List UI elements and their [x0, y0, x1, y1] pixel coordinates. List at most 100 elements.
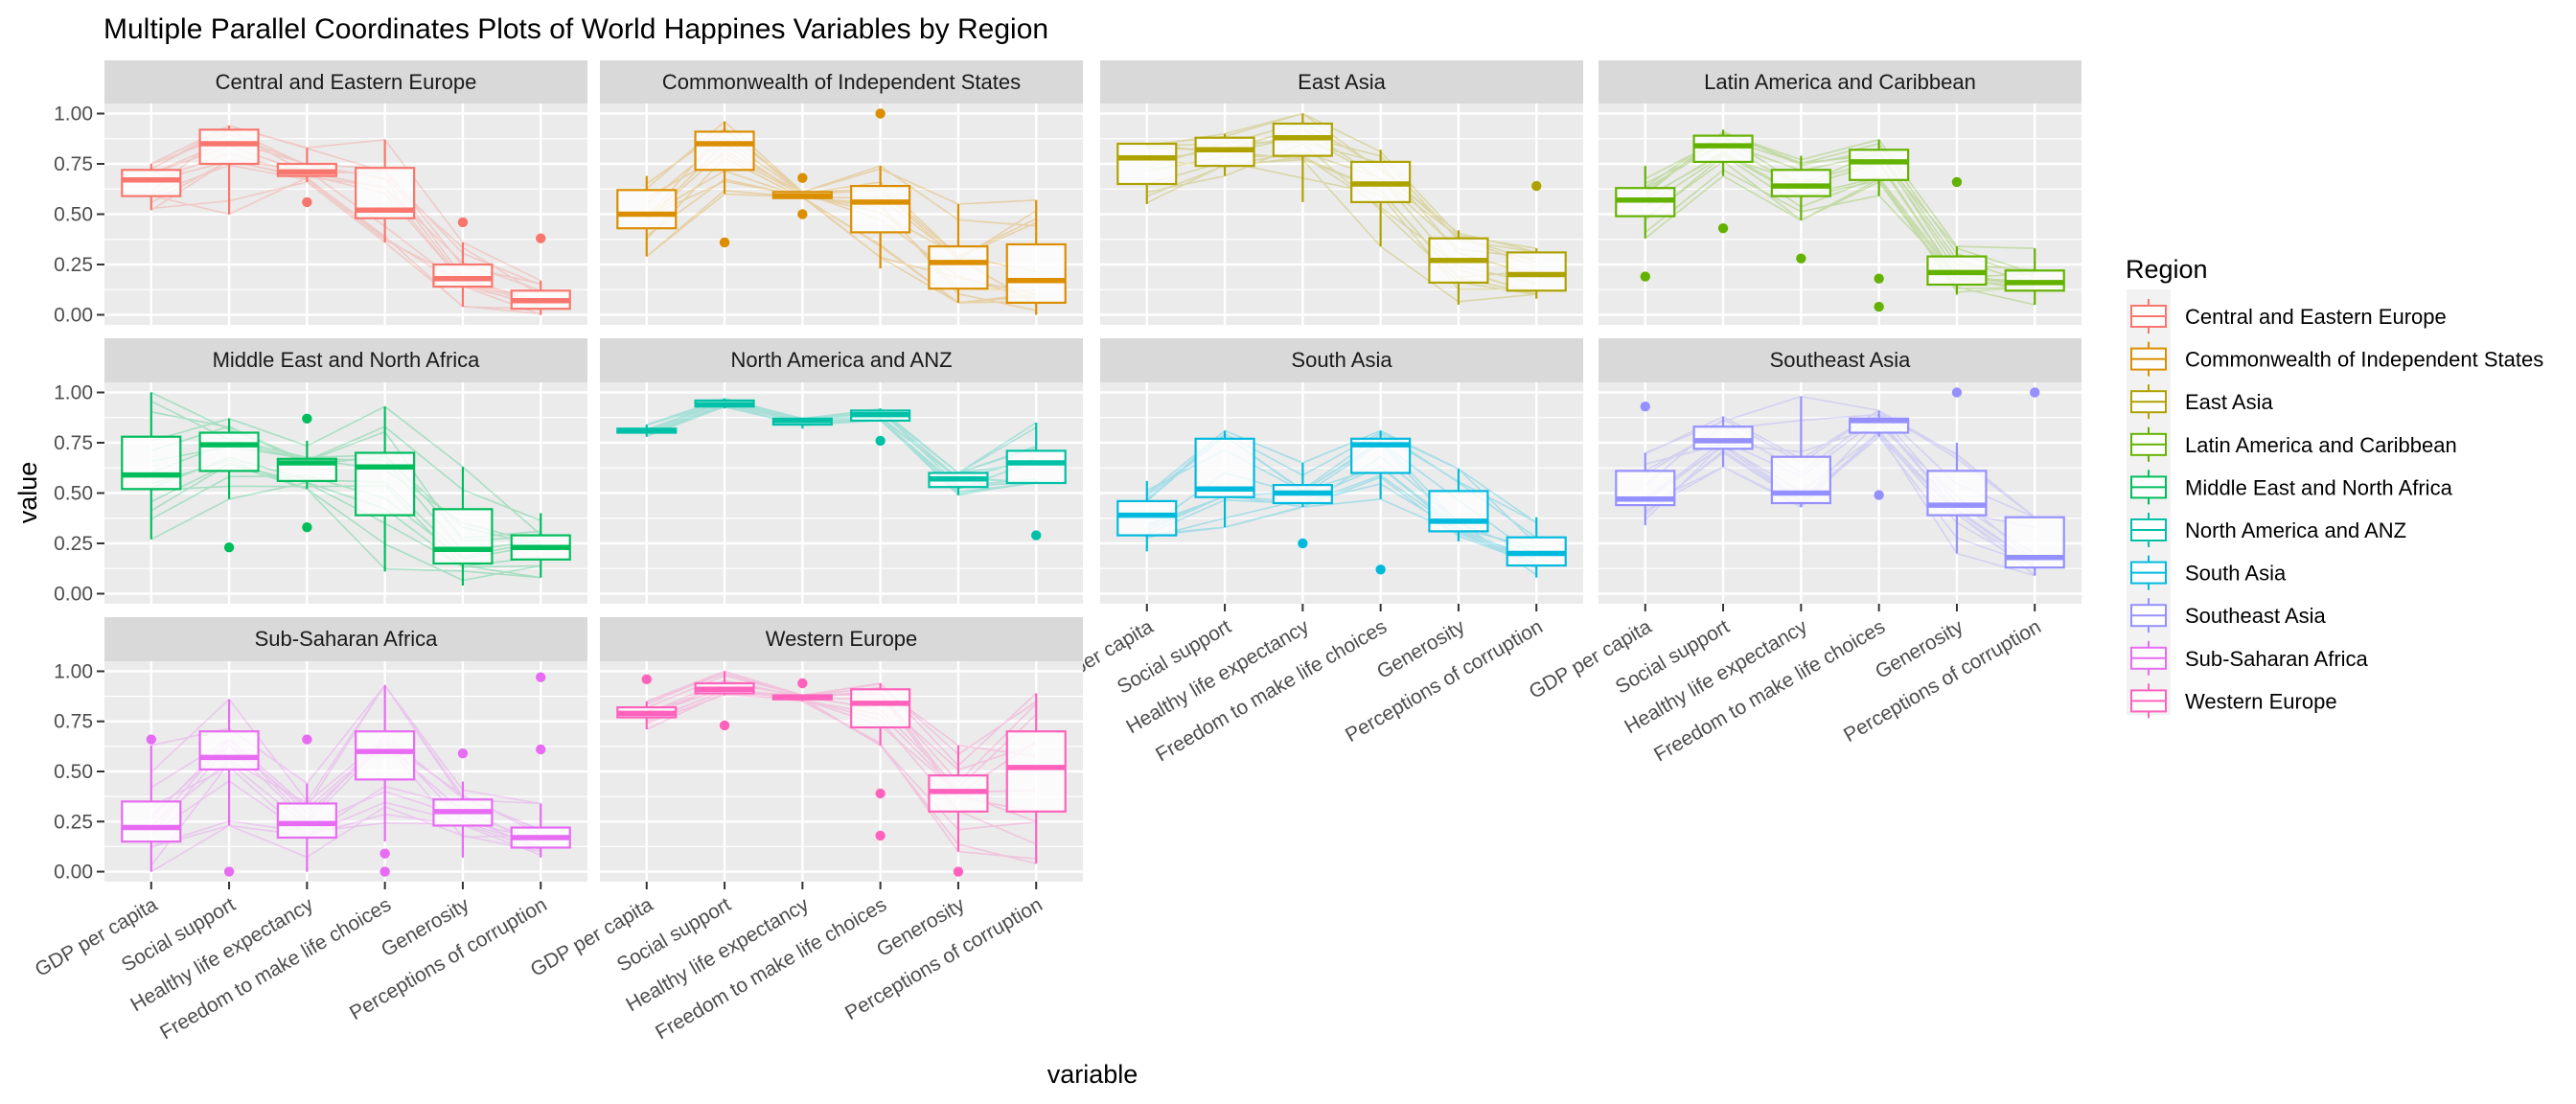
legend-label: Commonwealth of Independent States — [2185, 348, 2543, 372]
legend-item: Southeast Asia — [2130, 598, 2327, 633]
outlier-point — [1951, 387, 1963, 398]
parallel-coordinate-line — [1146, 474, 1537, 560]
outlier-point — [302, 196, 312, 208]
box-iqr — [1116, 142, 1178, 186]
parallel-coordinate-line — [1644, 160, 2036, 306]
legend-item: Western Europe — [2130, 683, 2337, 719]
outlier-point — [875, 830, 886, 841]
boxplot — [771, 678, 833, 702]
facet-strip-label: Sub-Saharan Africa — [255, 627, 439, 651]
box-iqr — [355, 451, 416, 517]
y-axis-tick-label: 0.00 — [54, 862, 93, 884]
box-iqr — [355, 730, 416, 781]
outlier-point — [536, 744, 546, 755]
facet-strip — [600, 60, 1083, 104]
boxplot — [198, 699, 260, 877]
boxplot — [355, 139, 416, 242]
boxplot — [1428, 230, 1489, 305]
box-iqr — [928, 245, 989, 290]
outlier-point — [1298, 538, 1308, 549]
y-axis-tick-label: 0.25 — [54, 254, 93, 276]
boxplot — [928, 204, 989, 303]
parallel-coordinate-line — [1146, 466, 1537, 564]
facet-strip — [1598, 60, 2082, 104]
box-iqr — [276, 802, 337, 840]
parallel-coordinate-line — [150, 484, 541, 579]
boxplot — [928, 745, 989, 877]
boxplot — [1770, 155, 1831, 264]
y-axis-tick-label: 0.75 — [54, 432, 93, 454]
boxplot — [1428, 469, 1489, 541]
facet-strip — [1100, 338, 1583, 382]
parallel-coordinate-line — [1644, 429, 2036, 568]
boxplot — [121, 392, 182, 540]
parallel-coordinate-line — [150, 181, 541, 315]
outlier-point — [641, 674, 652, 685]
boxplot — [1926, 176, 1988, 295]
boxplot — [1615, 166, 1676, 282]
legend-item: North America and ANZ — [2130, 513, 2406, 547]
legend-item: East Asia — [2130, 384, 2273, 420]
outlier-point — [1874, 490, 1884, 500]
boxplot — [432, 748, 494, 858]
outlier-point — [719, 720, 730, 731]
boxplot — [276, 413, 337, 533]
facet-strip-label: South Asia — [1291, 348, 1392, 372]
boxplot — [1005, 693, 1067, 864]
boxplot — [1116, 480, 1178, 552]
boxplot — [616, 425, 678, 437]
legend-item: Middle East and North Africa — [2130, 470, 2453, 505]
boxplot — [432, 217, 494, 308]
x-axis-title: variable — [1047, 1060, 1138, 1089]
parallel-coordinate-line — [646, 675, 1037, 756]
boxplot — [355, 406, 416, 572]
parallel-coordinate-line — [1146, 158, 1537, 303]
box-iqr — [432, 263, 494, 288]
parallel-coordinate-line — [1146, 497, 1537, 565]
outlier-point — [1031, 530, 1042, 540]
boxplot — [2004, 387, 2065, 576]
boxplot — [432, 467, 494, 586]
box-iqr — [1692, 134, 1754, 164]
parallel-coordinate-line — [646, 670, 1037, 768]
parallel-coordinate-line — [1146, 483, 1537, 569]
parallel-coordinate-line — [1146, 466, 1537, 564]
outlier-point — [1951, 176, 1963, 188]
boxplot — [121, 734, 182, 872]
parallel-coordinate-line — [646, 405, 1037, 494]
outlier-point — [875, 108, 886, 119]
boxplot — [2004, 248, 2065, 305]
legend: Region Central and Eastern Europe Commonw… — [2126, 255, 2543, 719]
y-axis-title: value — [13, 462, 42, 524]
y-axis-tick-label: 1.00 — [54, 660, 93, 682]
facet-panel: East Asia — [1100, 60, 1583, 325]
box-iqr — [1005, 242, 1067, 305]
boxplot — [1849, 139, 1910, 312]
y-axis-tick-label: 1.00 — [54, 104, 93, 126]
boxplot — [771, 417, 833, 429]
outlier-point — [302, 413, 312, 424]
parallel-coordinate-line — [150, 481, 541, 568]
parallel-coordinate-line — [646, 193, 1037, 304]
box-iqr — [198, 730, 260, 771]
outlier-point — [146, 734, 156, 745]
parallel-coordinate-line — [150, 159, 541, 310]
facet-panel: Commonwealth of Independent States — [600, 60, 1083, 325]
boxplot — [850, 108, 911, 269]
outlier-point — [302, 522, 312, 533]
y-axis-tick-label: 0.50 — [54, 483, 93, 505]
facet-strip — [600, 617, 1083, 661]
box-iqr — [1770, 169, 1831, 197]
boxplot — [928, 472, 989, 495]
legend-items: Central and Eastern Europe Commonwealth o… — [2130, 299, 2543, 719]
boxplot — [1615, 402, 1676, 526]
boxplot — [694, 121, 755, 248]
boxplot — [198, 126, 260, 215]
outlier-point — [1640, 271, 1650, 282]
outlier-point — [797, 172, 808, 183]
outlier-point — [1874, 301, 1884, 312]
legend-label: Central and Eastern Europe — [2185, 305, 2447, 329]
y-axis-tick-label: 0.75 — [54, 711, 93, 733]
outlier-point — [1640, 402, 1650, 412]
outlier-point — [536, 233, 546, 243]
